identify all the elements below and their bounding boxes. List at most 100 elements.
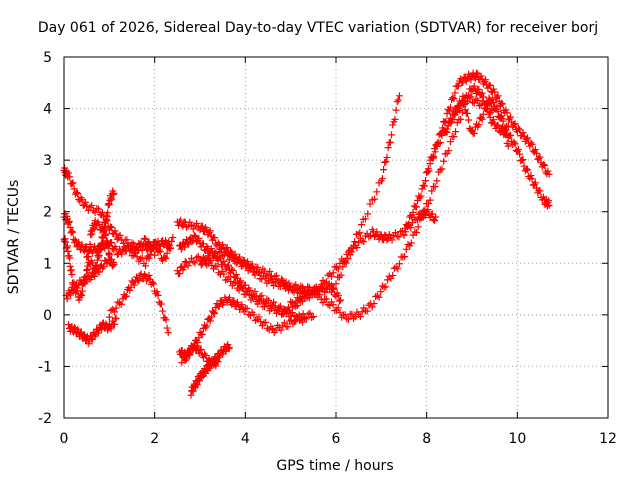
data-point [285,279,293,287]
data-point [229,266,237,274]
data-point [268,301,276,309]
series-track-18 [400,69,553,239]
data-point [408,213,416,221]
data-point [228,301,236,309]
data-point [364,210,372,218]
data-point [72,189,80,197]
data-point [196,226,204,234]
data-point [212,362,220,370]
data-point [181,356,189,364]
data-point [155,246,163,254]
data-point [524,166,532,174]
x-tick-label: 10 [508,431,526,447]
data-point [477,72,485,80]
data-point [356,313,364,321]
y-tick-label: 0 [43,308,52,324]
data-point [246,286,254,294]
data-point [120,243,128,251]
data-point [203,243,211,251]
data-point [70,185,78,193]
data-point [490,116,498,124]
data-point [273,277,281,285]
data-point [541,161,549,169]
data-point [208,261,216,269]
data-point [220,270,228,278]
data-point [99,234,107,242]
data-point [482,76,490,84]
data-point [288,299,296,307]
data-point [401,253,409,261]
data-point [510,138,518,146]
data-point [499,100,507,108]
series-track-14 [176,340,222,370]
data-point [220,257,228,265]
data-point [184,222,192,230]
data-point [84,253,92,261]
data-point [246,264,254,272]
data-point [237,277,245,285]
data-point [144,239,152,247]
data-point [504,142,512,150]
data-point [441,118,449,126]
data-point [108,223,116,231]
data-point [499,125,507,133]
data-point [491,88,499,96]
data-point [207,313,215,321]
data-point [337,271,345,279]
series-track-6 [83,187,118,273]
data-point [304,293,312,301]
data-point [104,209,112,217]
x-tick-label: 2 [150,431,159,447]
data-point [373,292,381,300]
data-point [295,286,303,294]
data-point [256,292,264,300]
data-point [388,131,396,139]
data-point [207,256,215,264]
data-point [344,315,352,323]
grid-layer [64,57,608,418]
data-point [214,253,222,261]
data-point [225,344,233,352]
data-point [428,210,436,218]
data-point [161,253,169,261]
data-point [225,256,233,264]
data-point [303,315,311,323]
data-point [227,253,235,261]
data-point [545,201,553,209]
data-point [288,309,296,317]
data-point [330,284,338,292]
data-point [409,208,417,216]
data-point [500,130,508,138]
data-point [380,166,388,174]
data-point [112,304,120,312]
data-point [182,223,190,231]
data-point [123,236,131,244]
data-point [287,316,295,324]
data-point [101,223,109,231]
data-point [278,278,286,286]
data-point [210,250,218,258]
data-point [460,100,468,108]
data-point [497,124,505,132]
data-point [229,252,237,260]
y-tick-label: 2 [43,205,52,221]
data-point [363,307,371,315]
data-point [297,282,305,290]
data-point [386,138,394,146]
y-tick-label: -2 [38,411,52,427]
series-track-20 [486,113,553,210]
data-point [290,302,298,310]
data-point [195,234,203,242]
data-point [210,308,218,316]
data-point [94,267,102,275]
data-point [322,295,330,303]
series-track-7 [105,270,172,337]
data-point [449,94,457,102]
data-point [130,281,138,289]
data-point [213,262,221,270]
points-layer [60,69,553,399]
data-point [493,122,501,130]
data-point [531,179,539,187]
data-point [388,236,396,244]
data-point [265,326,273,334]
